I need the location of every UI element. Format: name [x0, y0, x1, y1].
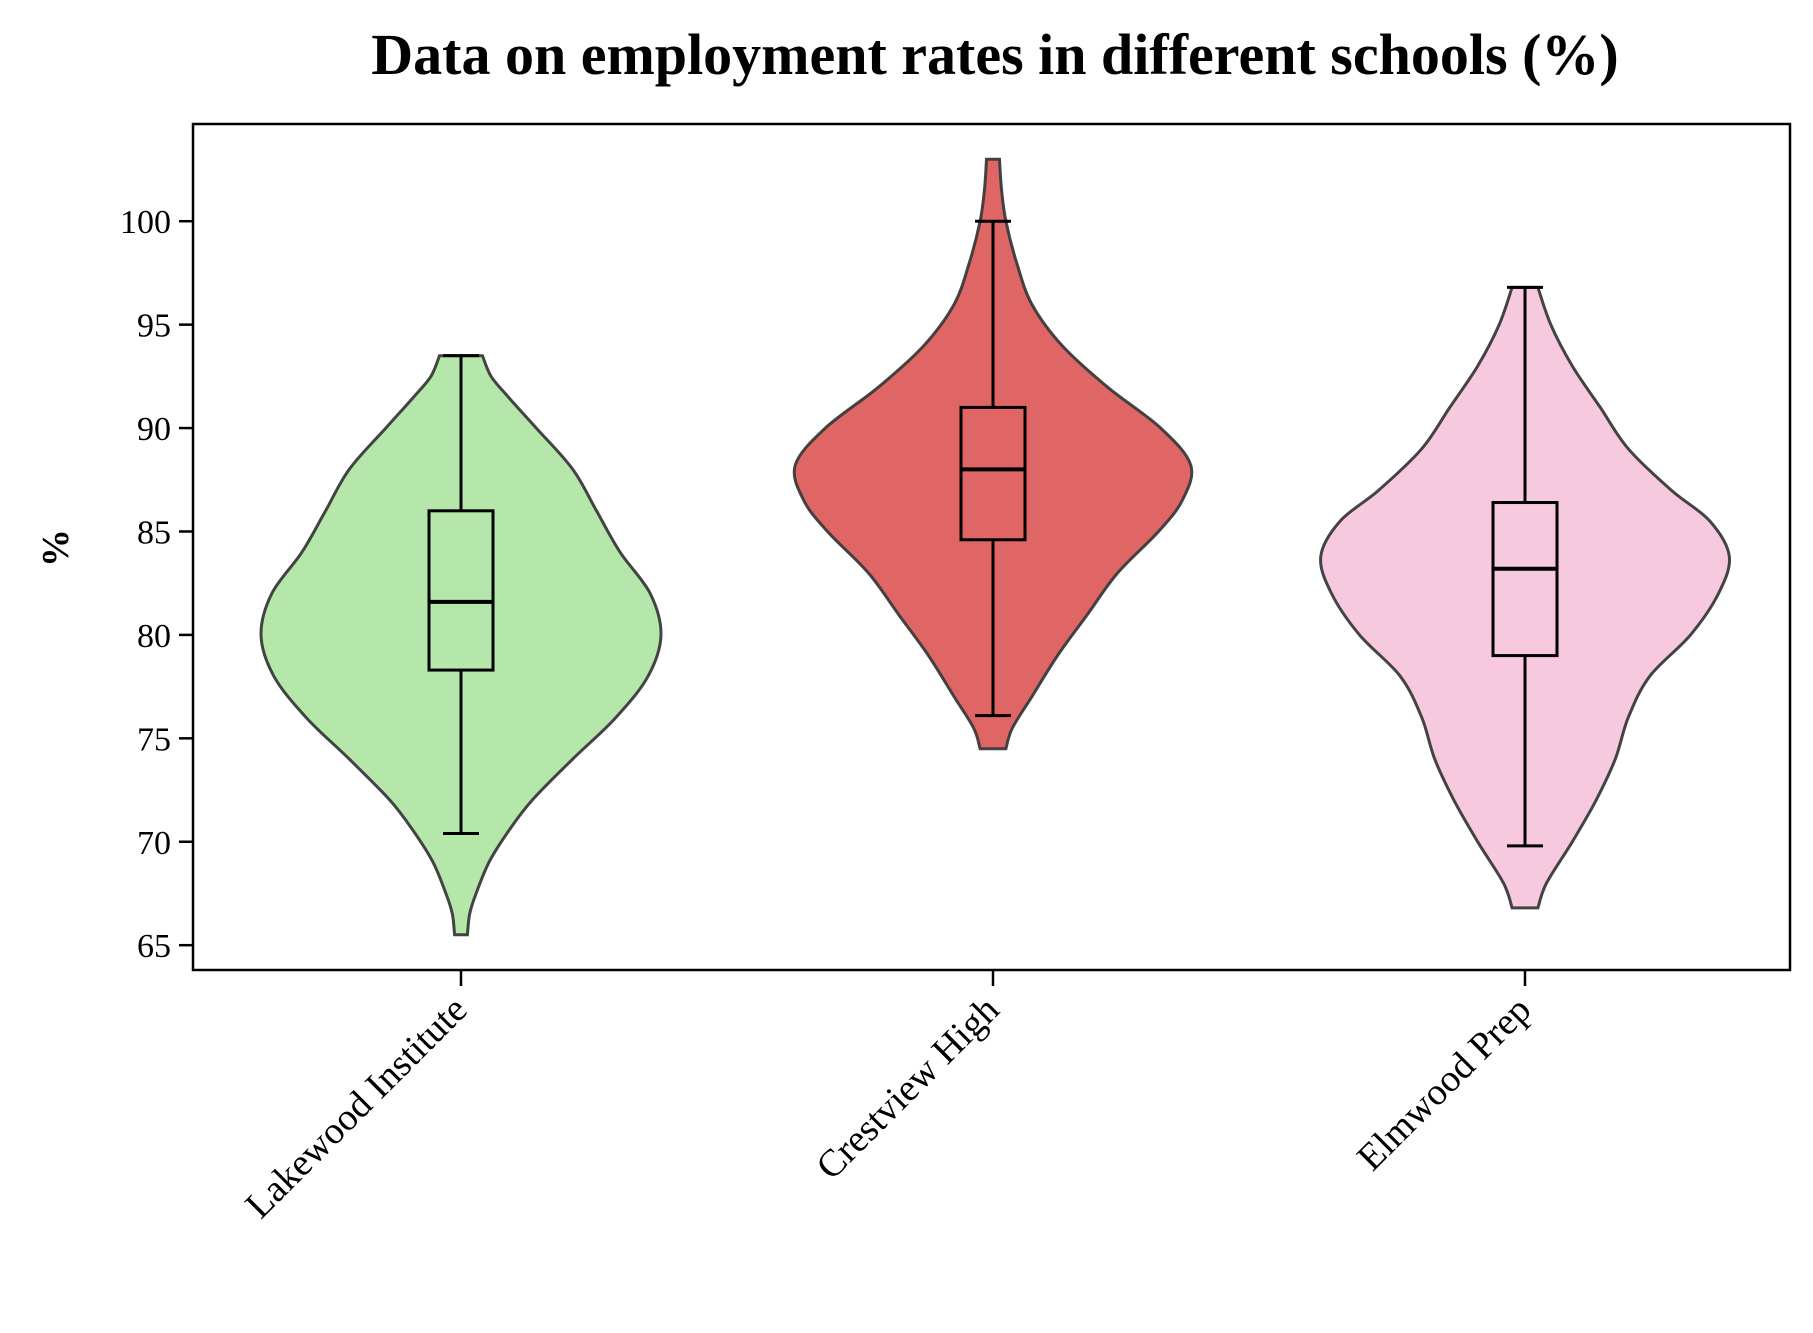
boxes-layer — [427, 219, 1559, 848]
y-tick-label-75: 75 — [137, 721, 171, 758]
violin-2 — [792, 157, 1194, 751]
violin-1 — [259, 354, 663, 937]
y-tick-label-65: 65 — [137, 928, 171, 965]
y-tick-label-80: 80 — [137, 618, 171, 655]
y-tick-label-95: 95 — [137, 308, 171, 345]
chart-title: Data on employment rates in different sc… — [371, 22, 1618, 87]
y-tick-label-100: 100 — [120, 204, 171, 241]
plot-frame — [191, 122, 1792, 972]
x-tick-label-2: Crestview High — [808, 989, 1007, 1188]
y-tick-label-70: 70 — [137, 825, 171, 862]
violins-layer — [259, 157, 1732, 937]
x-tick-label-1: Lakewood Institute — [237, 989, 475, 1227]
y-tick-label-90: 90 — [137, 411, 171, 448]
iqr-box-1 — [427, 509, 495, 672]
x-axis: Lakewood Institute Crestview High Elmwood … — [237, 970, 1539, 1227]
y-axis: 65 70 75 80 85 90 95 100 — [120, 204, 193, 965]
x-tick-label-3: Elmwood Prep — [1349, 989, 1539, 1179]
y-tick-label-85: 85 — [137, 514, 171, 551]
iqr-box-3 — [1491, 501, 1559, 658]
iqr-box-2 — [959, 405, 1027, 542]
y-axis-label: % — [35, 529, 77, 567]
